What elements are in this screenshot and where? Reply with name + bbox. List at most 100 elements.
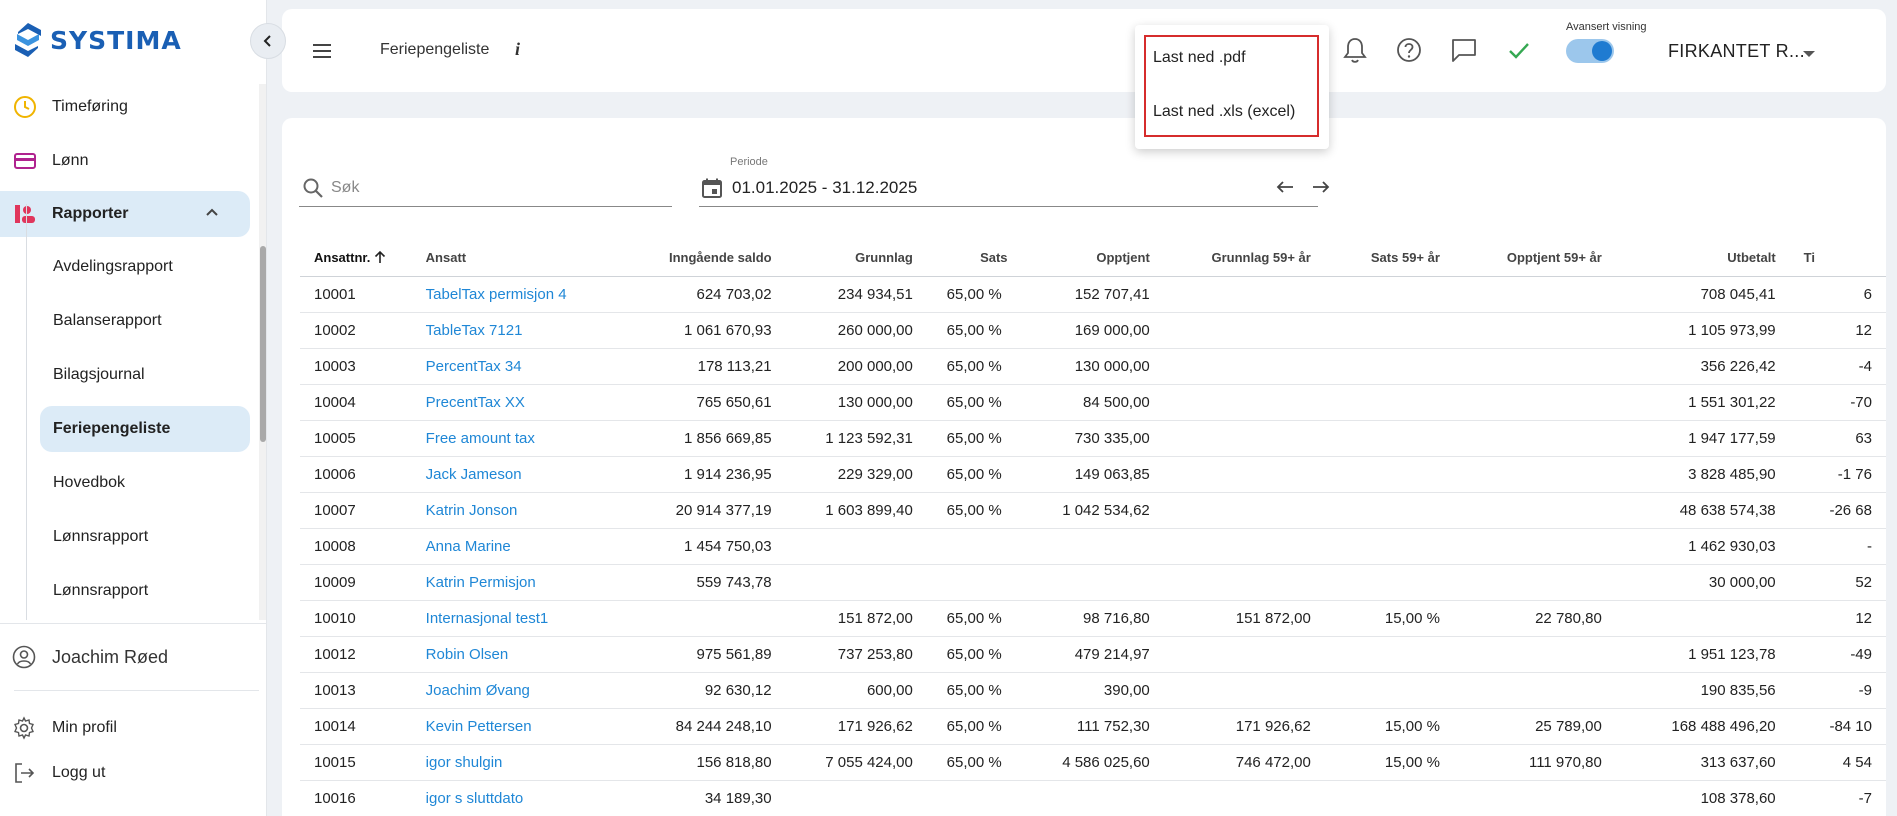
- table-cell: 65,00 %: [926, 276, 1022, 313]
- table-header-row: Ansattnr. Ansatt Inngående saldo Grunnla…: [300, 240, 1886, 277]
- table-row[interactable]: 10008 Anna Marine 1 454 750,03 1 462 930,03…: [300, 528, 1886, 565]
- table-row[interactable]: 10003 PercentTax 34 178 113,21 200 000,00 65…: [300, 348, 1886, 385]
- previous-period-arrow-icon[interactable]: [1275, 179, 1295, 200]
- employee-name-link[interactable]: TabelTax permisjon 4: [411, 276, 621, 313]
- table-row[interactable]: 10001 TabelTax permisjon 4 624 703,02 234 9…: [300, 276, 1886, 313]
- table-cell: [926, 564, 1022, 601]
- employee-name-link[interactable]: Anna Marine: [411, 528, 621, 565]
- column-header[interactable]: Opptjent 59+ år: [1453, 240, 1616, 277]
- scrollbar-thumb[interactable]: [260, 246, 266, 442]
- caret-down-icon[interactable]: [1802, 46, 1816, 64]
- notifications-bell-icon[interactable]: [1342, 36, 1368, 69]
- chat-icon[interactable]: [1450, 36, 1478, 69]
- brand-logo[interactable]: SYSTIMA: [14, 22, 182, 58]
- table-cell: 65,00 %: [926, 348, 1022, 385]
- column-header[interactable]: Ansatt: [411, 240, 621, 277]
- employee-name-link[interactable]: Internasjonal test1: [411, 600, 621, 637]
- my-profile-link[interactable]: Min profil: [12, 716, 117, 740]
- table-cell: [1324, 312, 1454, 349]
- employee-name-link[interactable]: Robin Olsen: [411, 636, 621, 673]
- table-cell: -7: [1789, 780, 1886, 816]
- table-cell: [1324, 348, 1454, 385]
- period-picker[interactable]: 01.01.2025 - 31.12.2025: [699, 169, 1330, 207]
- subnav-line: [26, 204, 27, 620]
- column-header[interactable]: Grunnlag 59+ år: [1163, 240, 1325, 277]
- employee-name-link[interactable]: igor s sluttdato: [411, 780, 621, 816]
- column-header[interactable]: Sats: [926, 240, 1022, 277]
- sidebar-scrollbar[interactable]: [259, 84, 266, 620]
- table-cell: 63: [1789, 420, 1886, 457]
- column-header[interactable]: Grunnlag: [785, 240, 927, 277]
- column-header[interactable]: Ti: [1789, 240, 1886, 277]
- employee-name-link[interactable]: igor shulgin: [411, 744, 621, 781]
- collapse-sidebar-button[interactable]: [250, 23, 286, 59]
- download-pdf-item[interactable]: Last ned .pdf: [1153, 49, 1246, 66]
- table-row[interactable]: 10006 Jack Jameson 1 914 236,95 229 329,00 6…: [300, 456, 1886, 493]
- sidebar-subitem-active[interactable]: Feriepengeliste: [40, 406, 250, 452]
- table-row[interactable]: 10004 PrecentTax XX 765 650,61 130 000,00 65…: [300, 384, 1886, 421]
- employee-name-link[interactable]: Kevin Pettersen: [411, 708, 621, 745]
- checkmark-icon[interactable]: [1506, 36, 1532, 69]
- employee-name-link[interactable]: Jack Jameson: [411, 456, 621, 493]
- table-row[interactable]: 10013 Joachim Øvang 92 630,12 600,00 65,00 %…: [300, 672, 1886, 709]
- next-period-arrow-icon[interactable]: [1311, 179, 1331, 200]
- sidebar-subitem[interactable]: Avdelingsrapport: [53, 258, 173, 275]
- sidebar-item-label: Rapporter: [52, 205, 129, 222]
- advanced-view-toggle[interactable]: [1566, 39, 1614, 63]
- sidebar-subitem[interactable]: Lønnsrapport: [53, 582, 149, 599]
- help-icon[interactable]: [1396, 36, 1422, 69]
- employee-name-link[interactable]: PrecentTax XX: [411, 384, 621, 421]
- employee-name-link[interactable]: Free amount tax: [411, 420, 621, 457]
- table-cell: [1324, 672, 1454, 709]
- logout-link[interactable]: Logg ut: [12, 761, 105, 785]
- table-cell: [1163, 492, 1325, 529]
- sidebar-subitem[interactable]: Balanserapport: [53, 312, 162, 329]
- table-cell: 130 000,00: [1021, 348, 1164, 385]
- menu-icon[interactable]: [310, 39, 334, 68]
- table-cell: -4: [1789, 348, 1886, 385]
- table-row[interactable]: 10007 Katrin Jonson 20 914 377,19 1 603 899…: [300, 492, 1886, 529]
- table-row[interactable]: 10009 Katrin Permisjon 559 743,78 30 000,00…: [300, 564, 1886, 601]
- table-cell: 1 947 177,59: [1615, 420, 1790, 457]
- table-cell: 708 045,41: [1615, 276, 1790, 313]
- company-name[interactable]: FIRKANTET R...: [1668, 41, 1805, 61]
- table-row[interactable]: 10010 Internasjonal test1 151 872,00 65,00 …: [300, 600, 1886, 637]
- employee-name-link[interactable]: Joachim Øvang: [411, 672, 621, 709]
- logout-label: Logg ut: [52, 764, 106, 781]
- employee-name-link[interactable]: TableTax 7121: [411, 312, 621, 349]
- table-cell: 92 630,12: [620, 672, 786, 709]
- table-cell: 152 707,41: [1021, 276, 1164, 313]
- table-row[interactable]: 10014 Kevin Pettersen 84 244 248,10 171 926…: [300, 708, 1886, 745]
- table-row[interactable]: 10012 Robin Olsen 975 561,89 737 253,80 65,0…: [300, 636, 1886, 673]
- employee-name-link[interactable]: PercentTax 34: [411, 348, 621, 385]
- table-row[interactable]: 10002 TableTax 7121 1 061 670,93 260 000,00…: [300, 312, 1886, 349]
- employee-name-link[interactable]: Katrin Jonson: [411, 492, 621, 529]
- info-icon[interactable]: i: [515, 39, 521, 59]
- column-header[interactable]: Ansattnr.: [300, 240, 412, 277]
- table-cell: [1324, 420, 1454, 457]
- table-cell: [1163, 780, 1325, 816]
- table-cell: 190 835,56: [1615, 672, 1790, 709]
- download-xls-item[interactable]: Last ned .xls (excel): [1153, 103, 1296, 120]
- table-row[interactable]: 10005 Free amount tax 1 856 669,85 1 123 59…: [300, 420, 1886, 457]
- sidebar-item-timeforing[interactable]: Timeføring: [0, 84, 250, 130]
- sidebar-subitem[interactable]: Hovedbok: [53, 474, 126, 491]
- sidebar-item-rapporter[interactable]: Rapporter: [0, 191, 250, 237]
- table-cell: [1163, 420, 1325, 457]
- table-cell: 151 872,00: [785, 600, 927, 637]
- table-row[interactable]: 10015 igor shulgin 156 818,80 7 055 424,00 6…: [300, 744, 1886, 781]
- sidebar-item-lonn[interactable]: Lønn: [0, 138, 250, 184]
- search-field[interactable]: [299, 169, 672, 207]
- period-label: Periode: [730, 156, 768, 168]
- sidebar-subitem[interactable]: Lønnsrapport: [53, 528, 149, 545]
- employee-name-link[interactable]: Katrin Permisjon: [411, 564, 621, 601]
- table-row[interactable]: 10016 igor s sluttdato 34 189,30 108 378,60…: [300, 780, 1886, 816]
- table-cell: [1163, 456, 1325, 493]
- column-header[interactable]: Utbetalt: [1615, 240, 1790, 277]
- chevron-up-icon[interactable]: [204, 204, 220, 225]
- search-input[interactable]: [331, 178, 651, 197]
- column-header[interactable]: Opptjent: [1021, 240, 1164, 277]
- column-header[interactable]: Inngående saldo: [620, 240, 786, 277]
- column-header[interactable]: Sats 59+ år: [1324, 240, 1454, 277]
- sidebar-subitem[interactable]: Bilagsjournal: [53, 366, 145, 383]
